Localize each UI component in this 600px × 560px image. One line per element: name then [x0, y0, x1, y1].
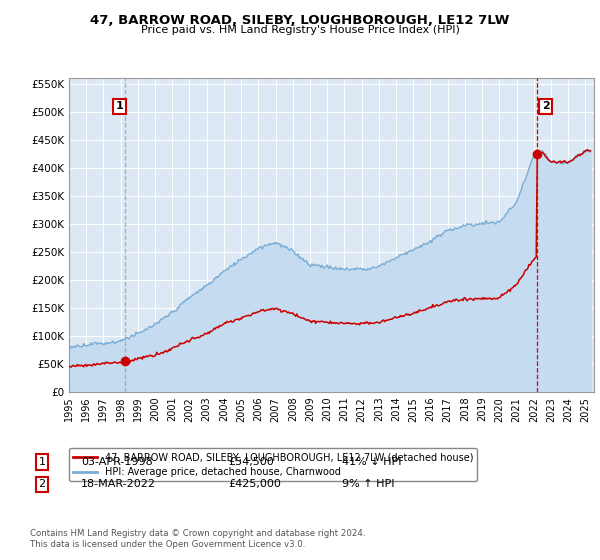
Text: 2: 2 — [38, 479, 46, 489]
Legend: 47, BARROW ROAD, SILEBY, LOUGHBOROUGH, LE12 7LW (detached house), HPI: Average p: 47, BARROW ROAD, SILEBY, LOUGHBOROUGH, L… — [69, 449, 478, 481]
Text: 1: 1 — [38, 457, 46, 467]
Text: Contains HM Land Registry data © Crown copyright and database right 2024.
This d: Contains HM Land Registry data © Crown c… — [30, 529, 365, 549]
Text: 47, BARROW ROAD, SILEBY, LOUGHBOROUGH, LE12 7LW: 47, BARROW ROAD, SILEBY, LOUGHBOROUGH, L… — [91, 14, 509, 27]
Text: 1: 1 — [116, 101, 124, 111]
Text: 9% ↑ HPI: 9% ↑ HPI — [342, 479, 395, 489]
Text: £54,500: £54,500 — [228, 457, 274, 467]
Text: 41% ↓ HPI: 41% ↓ HPI — [342, 457, 401, 467]
Text: Price paid vs. HM Land Registry's House Price Index (HPI): Price paid vs. HM Land Registry's House … — [140, 25, 460, 35]
Text: £425,000: £425,000 — [228, 479, 281, 489]
Text: 18-MAR-2022: 18-MAR-2022 — [81, 479, 156, 489]
Text: 03-APR-1998: 03-APR-1998 — [81, 457, 153, 467]
Text: 2: 2 — [542, 101, 550, 111]
